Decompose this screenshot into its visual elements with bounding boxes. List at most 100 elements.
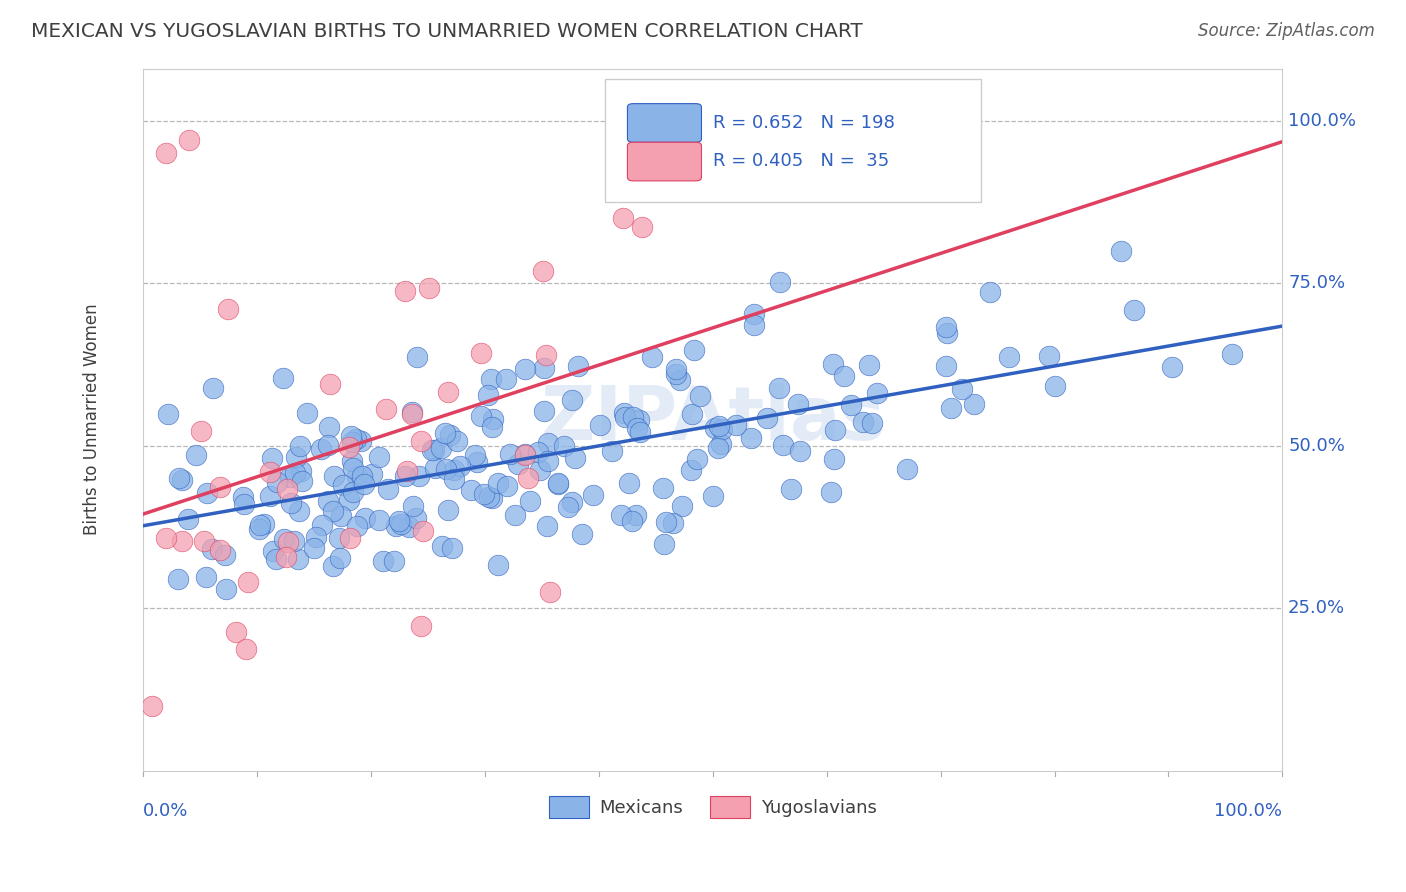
Point	[613, 406, 636, 420]
Point	[997, 350, 1019, 364]
Point	[342, 461, 364, 475]
Point	[170, 534, 193, 549]
Point	[824, 423, 846, 437]
Point	[323, 469, 346, 483]
Legend: Mexicans, Yugoslavians: Mexicans, Yugoslavians	[541, 789, 884, 825]
Point	[259, 489, 281, 503]
Point	[610, 508, 633, 522]
Point	[534, 349, 557, 363]
Point	[291, 474, 314, 488]
Point	[557, 500, 579, 515]
Point	[232, 497, 254, 511]
Point	[495, 372, 517, 386]
Point	[215, 582, 238, 596]
Point	[709, 419, 731, 434]
Point	[465, 455, 488, 469]
Point	[567, 359, 589, 374]
Point	[1109, 244, 1132, 258]
Point	[337, 493, 360, 508]
Point	[516, 471, 538, 485]
Point	[263, 543, 285, 558]
Point	[464, 448, 486, 462]
Point	[561, 495, 583, 509]
Point	[780, 482, 803, 496]
Point	[217, 301, 239, 316]
Point	[402, 499, 425, 513]
Point	[398, 519, 420, 533]
Point	[1160, 359, 1182, 374]
Point	[262, 451, 284, 466]
Point	[290, 464, 312, 478]
Point	[529, 463, 551, 477]
Point	[249, 517, 271, 532]
Point	[612, 211, 634, 225]
Point	[384, 518, 406, 533]
Point	[287, 504, 309, 518]
Point	[742, 318, 765, 333]
Point	[354, 511, 377, 525]
Point	[527, 444, 550, 458]
Point	[408, 468, 430, 483]
Point	[936, 326, 959, 340]
Point	[405, 510, 427, 524]
Point	[486, 476, 509, 491]
Point	[710, 421, 733, 435]
Point	[322, 559, 344, 574]
Point	[394, 469, 416, 483]
Point	[665, 361, 688, 376]
Point	[499, 447, 522, 461]
Point	[531, 264, 554, 278]
Point	[460, 483, 482, 497]
Point	[702, 489, 724, 503]
Point	[208, 480, 231, 494]
Point	[249, 522, 271, 536]
Point	[252, 517, 274, 532]
Point	[319, 376, 342, 391]
Point	[538, 585, 561, 599]
Point	[479, 372, 502, 386]
Point	[547, 476, 569, 491]
Point	[441, 541, 464, 555]
Point	[201, 541, 224, 556]
Point	[184, 448, 207, 462]
Point	[202, 381, 225, 395]
Point	[820, 485, 842, 500]
Point	[259, 465, 281, 479]
Point	[681, 463, 703, 477]
Point	[533, 404, 555, 418]
Text: R = 0.652   N = 198: R = 0.652 N = 198	[713, 113, 894, 132]
Point	[547, 475, 569, 490]
Point	[401, 407, 423, 421]
Point	[789, 444, 811, 458]
Point	[823, 358, 845, 372]
Point	[322, 504, 344, 518]
Point	[305, 530, 328, 544]
Point	[470, 346, 492, 360]
Point	[553, 439, 575, 453]
Point	[155, 531, 177, 545]
Point	[858, 359, 880, 373]
Text: Births to Unmarried Women: Births to Unmarried Women	[83, 304, 101, 535]
Point	[533, 360, 555, 375]
Point	[669, 373, 692, 387]
Point	[273, 533, 295, 547]
Text: ZIPAtlas: ZIPAtlas	[540, 383, 886, 456]
Point	[430, 441, 453, 455]
Point	[423, 442, 446, 457]
Point	[235, 642, 257, 657]
Point	[332, 478, 354, 492]
FancyBboxPatch shape	[627, 142, 702, 181]
Point	[449, 459, 471, 474]
Point	[420, 442, 443, 457]
Point	[377, 482, 399, 496]
Point	[401, 405, 423, 419]
Point	[769, 275, 792, 289]
Point	[340, 429, 363, 443]
Point	[495, 479, 517, 493]
Point	[371, 554, 394, 568]
Point	[832, 369, 855, 384]
FancyBboxPatch shape	[627, 103, 702, 142]
Point	[631, 220, 654, 235]
Point	[194, 570, 217, 584]
Point	[329, 551, 352, 566]
